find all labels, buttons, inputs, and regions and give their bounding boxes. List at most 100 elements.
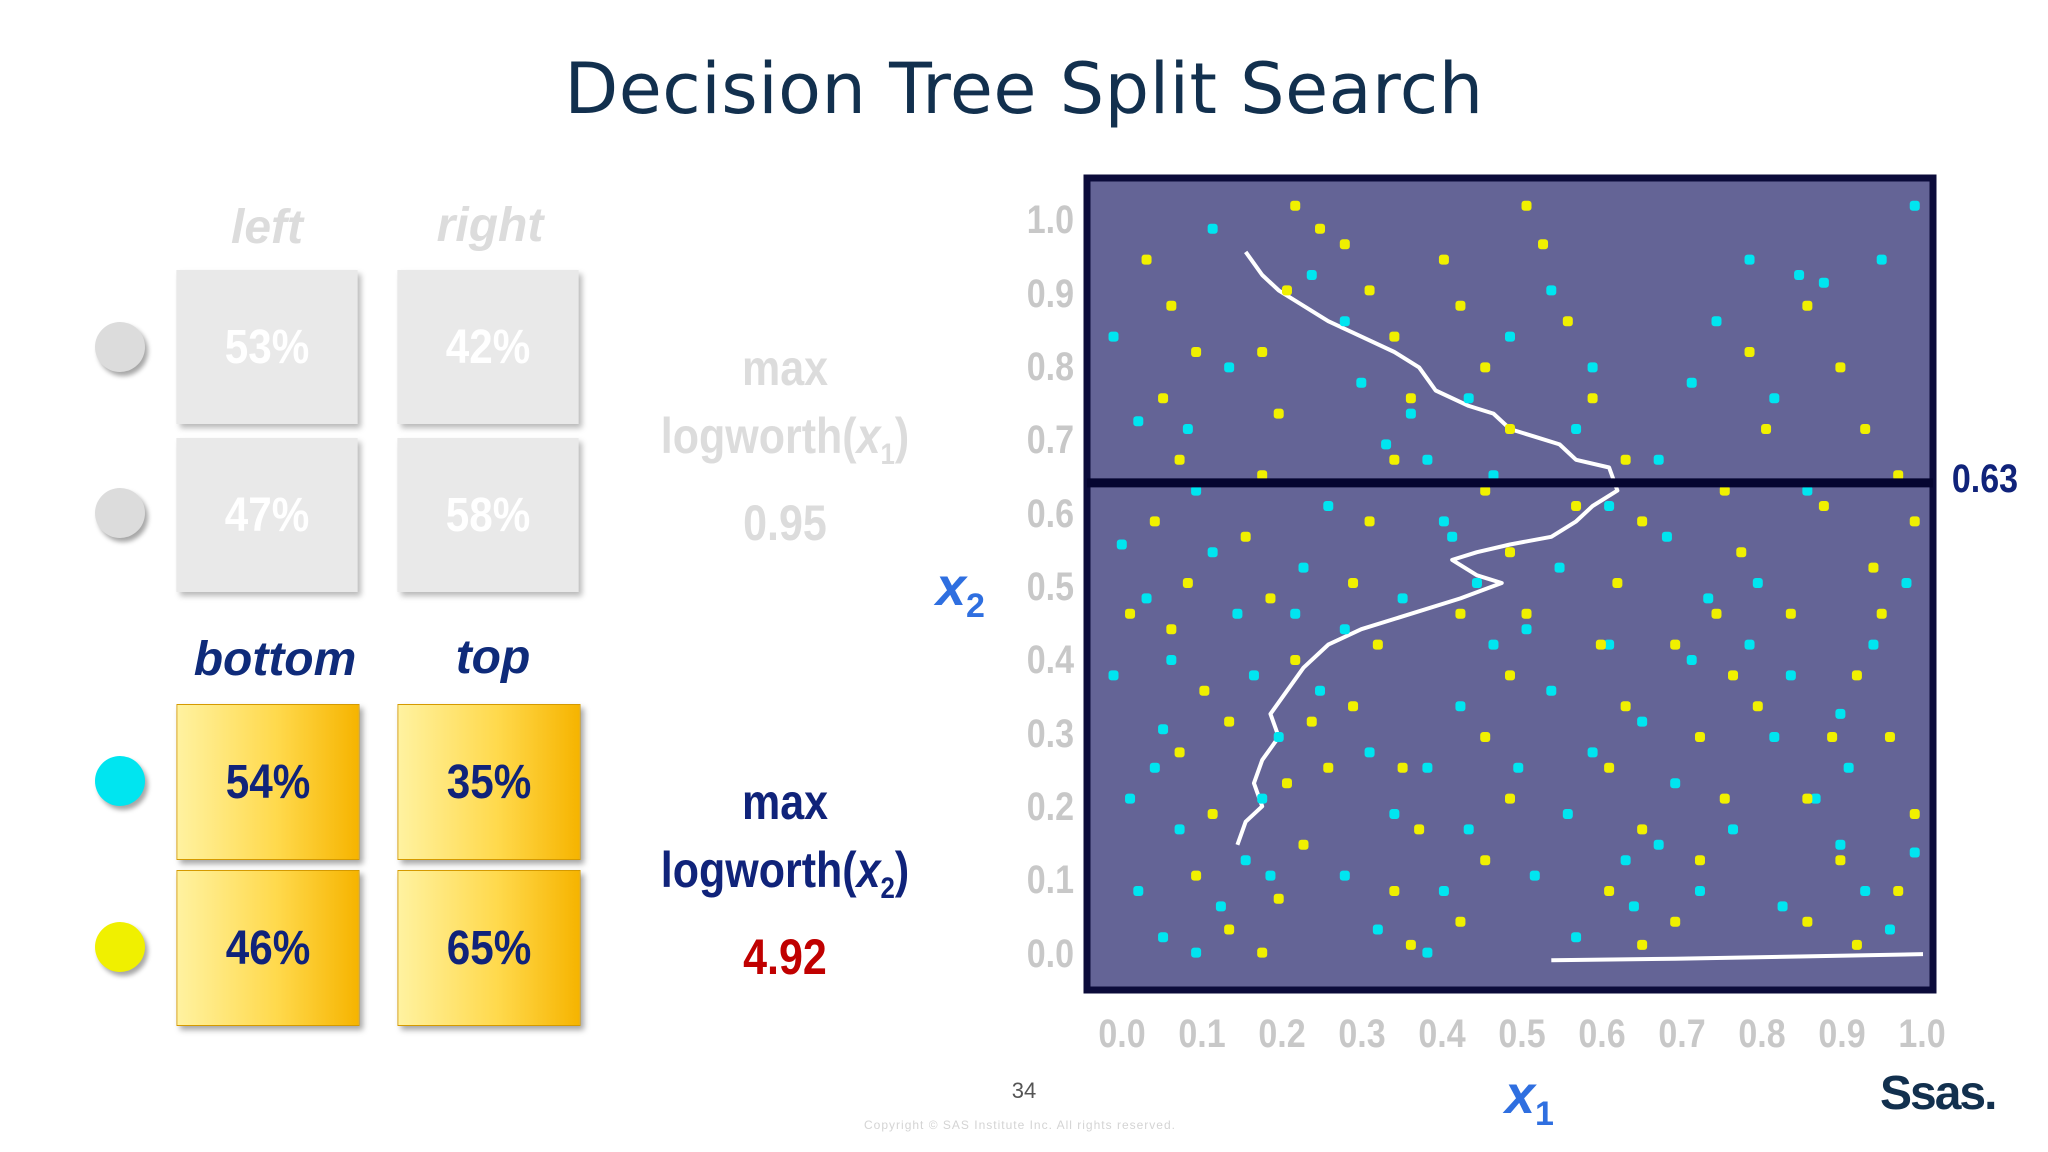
data-point-class-2 <box>1455 300 1466 311</box>
x-tick-0.1: 0.1 <box>1178 1012 1226 1056</box>
y-axis-label: x2 <box>936 557 985 625</box>
data-point-class-2 <box>1752 701 1763 712</box>
data-point-class-1 <box>1422 454 1433 465</box>
data-point-class-2 <box>1761 424 1772 434</box>
data-point-class-2 <box>1224 924 1235 935</box>
data-point-class-1 <box>1182 424 1193 434</box>
data-point-class-2 <box>1480 485 1491 496</box>
data-point-class-1 <box>1571 932 1582 943</box>
data-point-class-1 <box>1438 516 1449 527</box>
data-point-class-2 <box>1257 947 1268 958</box>
header-bottom: bottom <box>193 633 357 686</box>
data-point-class-2 <box>1414 824 1425 835</box>
cell-left-row2: 47% <box>176 438 358 592</box>
data-point-class-2 <box>1166 300 1177 311</box>
data-points <box>1108 200 1920 958</box>
data-point-class-1 <box>1637 716 1648 727</box>
x-axis-label: x1 <box>1505 1065 1554 1133</box>
data-point-class-1 <box>1323 501 1334 511</box>
data-point-class-2 <box>1637 824 1648 835</box>
data-point-class-1 <box>1315 685 1326 696</box>
data-point-class-1 <box>1661 531 1672 542</box>
data-point-class-2 <box>1224 716 1235 727</box>
stat-x2-value: 4.92 <box>743 929 827 985</box>
stat-x1-line2: logworth(x1) <box>660 408 910 471</box>
data-point-class-1 <box>1521 624 1532 635</box>
data-point-class-2 <box>1298 839 1309 850</box>
data-point-class-2 <box>1505 547 1515 558</box>
data-point-class-1 <box>1141 593 1152 604</box>
data-point-class-2 <box>1455 608 1466 619</box>
data-point-class-1 <box>1149 762 1160 773</box>
data-point-class-2 <box>1281 285 1292 296</box>
data-point-class-2 <box>1835 855 1846 866</box>
data-point-class-1 <box>1174 824 1185 835</box>
data-point-class-2 <box>1562 316 1573 327</box>
data-point-class-1 <box>1909 200 1920 211</box>
x-tick-0.8: 0.8 <box>1738 1012 1786 1056</box>
cell-left-row1: 53% <box>176 270 358 424</box>
data-point-class-2 <box>1694 732 1705 742</box>
data-point-class-1 <box>1232 608 1243 619</box>
data-point-class-1 <box>1471 578 1482 588</box>
data-point-class-2 <box>1802 300 1813 311</box>
class-2-dot-faded <box>95 488 145 538</box>
data-point-class-2 <box>1372 639 1383 650</box>
stat-x2: max logworth(x2) 4.92 <box>626 768 944 991</box>
data-point-class-2 <box>1538 239 1549 250</box>
data-point-class-2 <box>1364 285 1375 296</box>
data-point-class-2 <box>1851 939 1862 950</box>
data-point-class-1 <box>1397 593 1408 604</box>
data-point-class-2 <box>1207 809 1218 819</box>
cell-top-row1: 35% <box>397 704 581 860</box>
class-1-dot-faded <box>95 322 145 372</box>
data-point-class-2 <box>1851 670 1862 681</box>
stat-x2-line1: max <box>741 774 829 830</box>
data-point-class-1 <box>1207 223 1218 234</box>
data-point-class-1 <box>1158 932 1169 943</box>
data-point-class-2 <box>1505 670 1515 681</box>
cell-bottom-row1: 54% <box>176 704 360 860</box>
data-point-class-1 <box>1884 924 1895 935</box>
x-tick-0.7: 0.7 <box>1658 1012 1706 1056</box>
stat-x1-line1: max <box>741 340 829 396</box>
data-point-class-1 <box>1744 639 1755 650</box>
trend-curve-2 <box>1551 952 1924 963</box>
cell-bottom-row2: 46% <box>176 870 360 1026</box>
data-point-class-1 <box>1306 270 1317 280</box>
data-point-class-2 <box>1637 939 1648 950</box>
data-point-class-1 <box>1265 870 1276 881</box>
data-point-class-1 <box>1752 578 1763 588</box>
data-point-class-2 <box>1827 732 1838 742</box>
data-point-class-1 <box>1224 362 1235 373</box>
data-point-class-2 <box>1604 762 1615 773</box>
data-point-class-2 <box>1728 670 1739 681</box>
data-point-class-1 <box>1339 316 1350 327</box>
data-point-class-1 <box>1488 639 1499 650</box>
data-point-class-2 <box>1620 454 1631 465</box>
data-point-class-2 <box>1348 578 1359 588</box>
data-point-class-2 <box>1711 608 1722 619</box>
data-point-class-1 <box>1794 270 1805 280</box>
data-point-class-1 <box>1166 655 1177 665</box>
data-point-class-2 <box>1802 793 1813 804</box>
data-point-class-2 <box>1604 886 1615 896</box>
data-point-class-1 <box>1356 377 1367 388</box>
x-tick-0.5: 0.5 <box>1498 1012 1546 1056</box>
data-point-class-1 <box>1728 824 1739 835</box>
data-point-class-2 <box>1438 254 1449 265</box>
data-point-class-1 <box>1818 277 1829 288</box>
y-tick-0.1: 0.1 <box>1026 858 1074 902</box>
data-point-class-1 <box>1843 762 1854 773</box>
data-point-class-2 <box>1670 916 1681 927</box>
data-point-class-1 <box>1108 331 1119 342</box>
data-point-class-2 <box>1802 916 1813 927</box>
data-point-class-1 <box>1604 639 1615 650</box>
data-point-class-2 <box>1860 424 1871 434</box>
data-point-class-2 <box>1587 393 1598 404</box>
data-point-class-1 <box>1620 855 1631 866</box>
data-point-class-2 <box>1893 886 1904 896</box>
data-point-class-1 <box>1513 762 1524 773</box>
x-tick-1.0: 1.0 <box>1898 1012 1946 1056</box>
y-tick-0.5: 0.5 <box>1026 565 1074 609</box>
